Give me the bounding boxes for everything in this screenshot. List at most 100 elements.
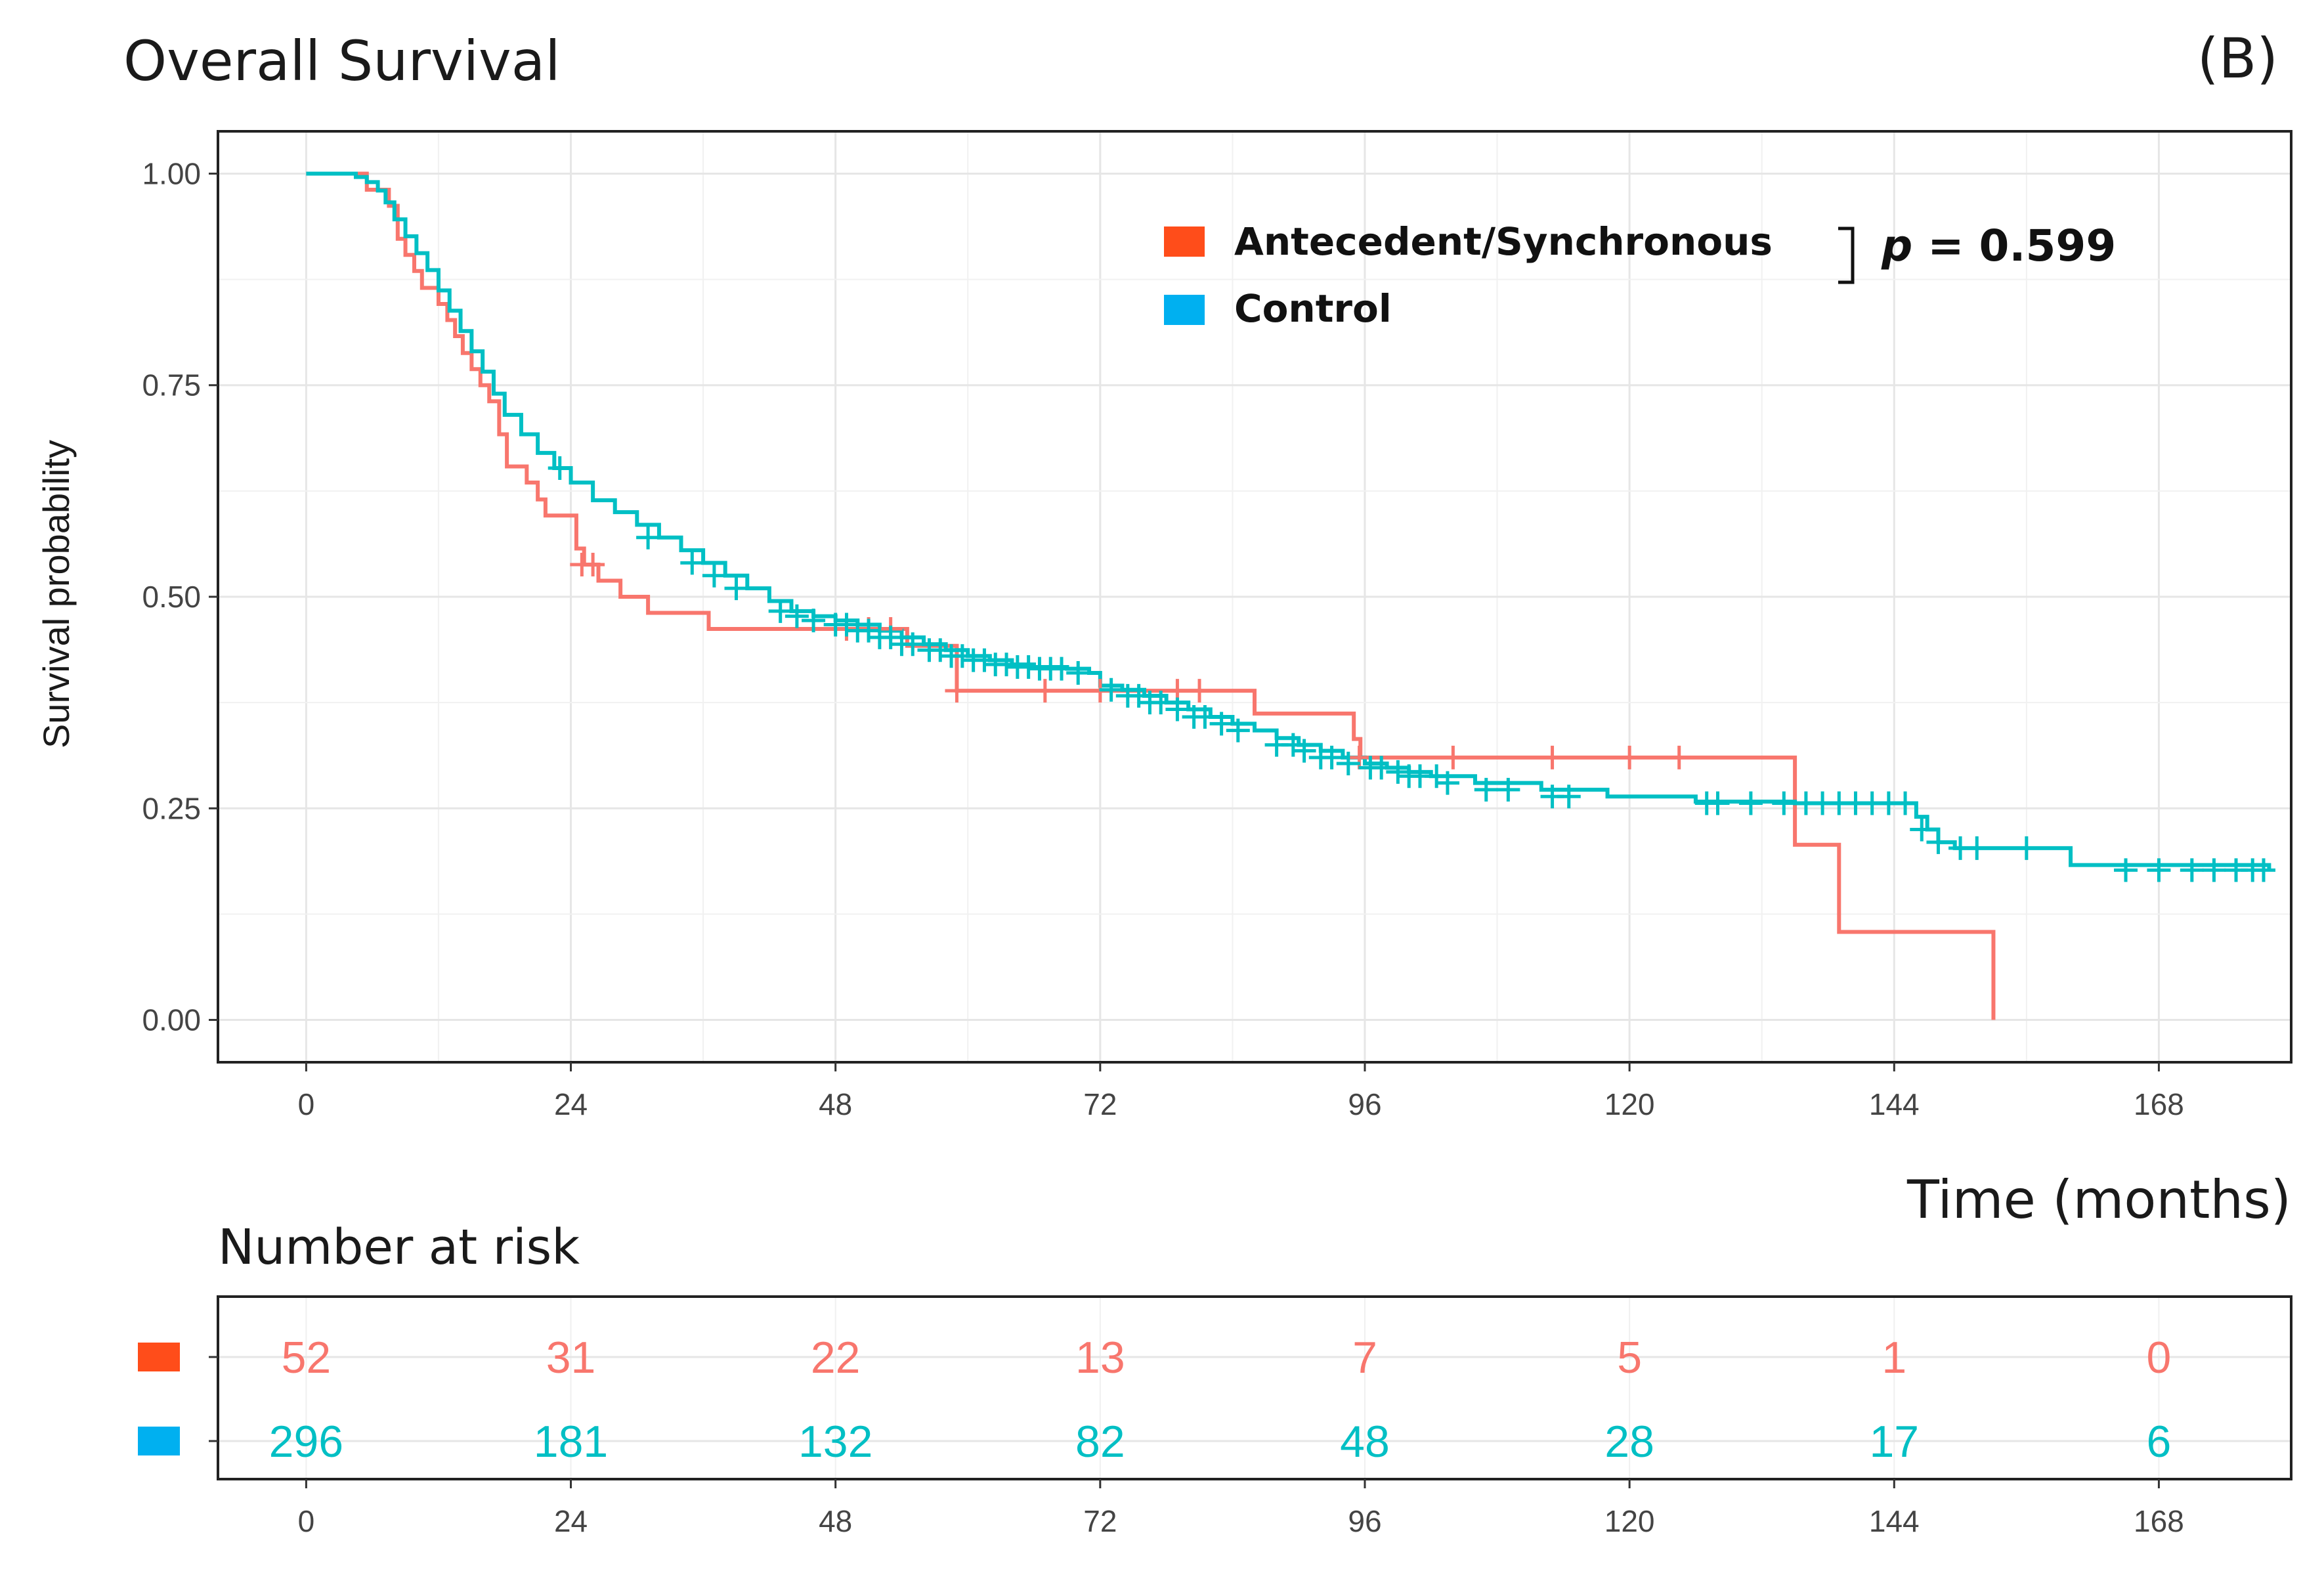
- censor-mark: [1540, 745, 1564, 769]
- legend-label-antecedent: Antecedent/Synchronous: [1234, 219, 1773, 264]
- p-value-annotation: p = 0.599: [1838, 221, 2116, 284]
- grid-lines: [218, 131, 2291, 1062]
- y-tick-label: 0.00: [142, 1003, 201, 1037]
- x-tick-label: 48: [819, 1087, 852, 1121]
- risk-table-cells: 52 31 22 13 7 5 1 0 296 181 132 82 48 28 17 6: [269, 1333, 2172, 1467]
- survival-curve-antecedent: [306, 171, 1996, 1020]
- censor-mark: [1926, 830, 1950, 854]
- censor-mark: [785, 604, 809, 628]
- censor-mark: [1369, 756, 1394, 780]
- x-tick-label: 24: [554, 1087, 588, 1121]
- risk-cell: 132: [798, 1417, 872, 1467]
- risk-cell: 17: [1869, 1417, 1919, 1467]
- censor-mark: [1336, 751, 1360, 775]
- risk-cell: 31: [546, 1333, 596, 1383]
- censor-mark: [1910, 817, 1934, 842]
- risk-x-tick-label: 168: [2134, 1504, 2184, 1538]
- censor-mark: [1188, 679, 1212, 703]
- survival-curve-control: [306, 171, 2271, 871]
- censor-mark: [2202, 858, 2226, 882]
- censor-mark: [1149, 691, 1173, 715]
- risk-cell: 22: [811, 1333, 861, 1383]
- p-value-number: = 0.599: [1912, 221, 2116, 271]
- censor-mark: [2114, 858, 2138, 882]
- risk-x-tick-label: 96: [1348, 1504, 1381, 1538]
- censor-mark: [1193, 705, 1217, 729]
- risk-cell: 5: [1617, 1333, 1642, 1383]
- x-tick-label: 144: [1869, 1087, 1920, 1121]
- censor-mark: [1066, 661, 1090, 685]
- y-tick-label: 0.50: [142, 580, 201, 614]
- risk-cell: 28: [1604, 1417, 1654, 1467]
- censor-mark: [724, 576, 748, 601]
- censor-mark: [1738, 791, 1763, 815]
- risk-table-swatches: [138, 1343, 218, 1455]
- risk-row-swatch-antecedent: [138, 1343, 180, 1371]
- risk-cell: 1: [1882, 1333, 1906, 1383]
- censor-mark: [1441, 745, 1465, 769]
- censor-mark: [1033, 679, 1057, 703]
- risk-x-axis-ticks: 0 24 48 72 96 120 144 168: [298, 1479, 2184, 1538]
- censor-mark: [768, 599, 792, 623]
- censor-mark: [636, 525, 660, 549]
- risk-cell: 13: [1075, 1333, 1125, 1383]
- censor-mark: [995, 653, 1019, 677]
- chart-title: Overall Survival: [123, 29, 561, 93]
- x-axis-ticks: 0 24 48 72 96 120 144 168: [298, 1062, 2184, 1121]
- risk-x-tick-label: 144: [1869, 1504, 1920, 1538]
- censor-mark: [1965, 836, 1989, 860]
- censor-mark: [1772, 791, 1796, 815]
- censor-mark: [1618, 745, 1642, 769]
- censor-mark: [928, 638, 953, 662]
- censor-mark: [581, 553, 605, 577]
- risk-cell: 296: [269, 1417, 343, 1467]
- censor-mark: [1496, 777, 1520, 802]
- survival-curves: [306, 171, 2271, 1020]
- censor-mark: [1557, 785, 1581, 809]
- censor-mark: [1209, 712, 1234, 736]
- y-axis-ticks: 0.00 0.25 0.50 0.75 1.00: [142, 156, 218, 1037]
- risk-cell: 7: [1352, 1333, 1377, 1383]
- censor-mark: [1050, 657, 1074, 681]
- risk-cell: 181: [534, 1417, 608, 1467]
- risk-cell: 48: [1340, 1417, 1390, 1467]
- panel-label: (B): [2197, 26, 2278, 91]
- censor-mark: [1016, 655, 1041, 679]
- risk-cell: 52: [282, 1333, 332, 1383]
- censor-mark: [1386, 760, 1410, 784]
- legend: Antecedent/Synchronous Control: [1164, 219, 1773, 331]
- x-tick-label: 0: [298, 1087, 315, 1121]
- censor-mark: [834, 613, 859, 637]
- legend-swatch-control: [1164, 295, 1205, 325]
- censor-marks: [548, 456, 2276, 882]
- p-value-text: p = 0.599: [1881, 221, 2116, 271]
- censor-mark: [548, 456, 572, 481]
- survival-plot: 0.000.250.500.751.00 0 24 48 72 96 120 144 168 …: [35, 130, 2292, 1121]
- censor-mark: [2147, 858, 2171, 882]
- y-tick-label: 1.00: [142, 156, 201, 190]
- censor-mark: [972, 648, 997, 672]
- risk-table-background: [218, 1297, 2291, 1479]
- risk-table-border: [217, 1295, 2292, 1480]
- censor-mark: [1347, 745, 1371, 769]
- censor-mark: [901, 632, 925, 657]
- censor-mark: [1099, 678, 1123, 702]
- legend-swatch-antecedent: [1164, 226, 1205, 257]
- risk-table-title: Number at risk: [218, 1219, 580, 1276]
- x-axis-label: Time (months): [1906, 1169, 2291, 1230]
- x-tick-label: 96: [1348, 1087, 1381, 1121]
- censor-mark: [1226, 718, 1250, 743]
- risk-x-tick-label: 120: [1604, 1504, 1655, 1538]
- y-axis-label: Survival probability: [35, 440, 77, 748]
- censor-mark: [1320, 745, 1344, 769]
- censor-mark: [1474, 777, 1498, 802]
- risk-table: 52 31 22 13 7 5 1 0 296 181 132 82 48 28 17 6 0 24 48 72 96…: [138, 1295, 2292, 1538]
- risk-x-tick-label: 24: [554, 1504, 588, 1538]
- x-tick-label: 168: [2134, 1087, 2184, 1121]
- censor-mark: [680, 551, 704, 575]
- x-tick-label: 120: [1604, 1087, 1655, 1121]
- legend-label-control: Control: [1234, 286, 1392, 331]
- risk-x-tick-label: 72: [1083, 1504, 1117, 1538]
- risk-table-grid: [218, 1297, 2291, 1479]
